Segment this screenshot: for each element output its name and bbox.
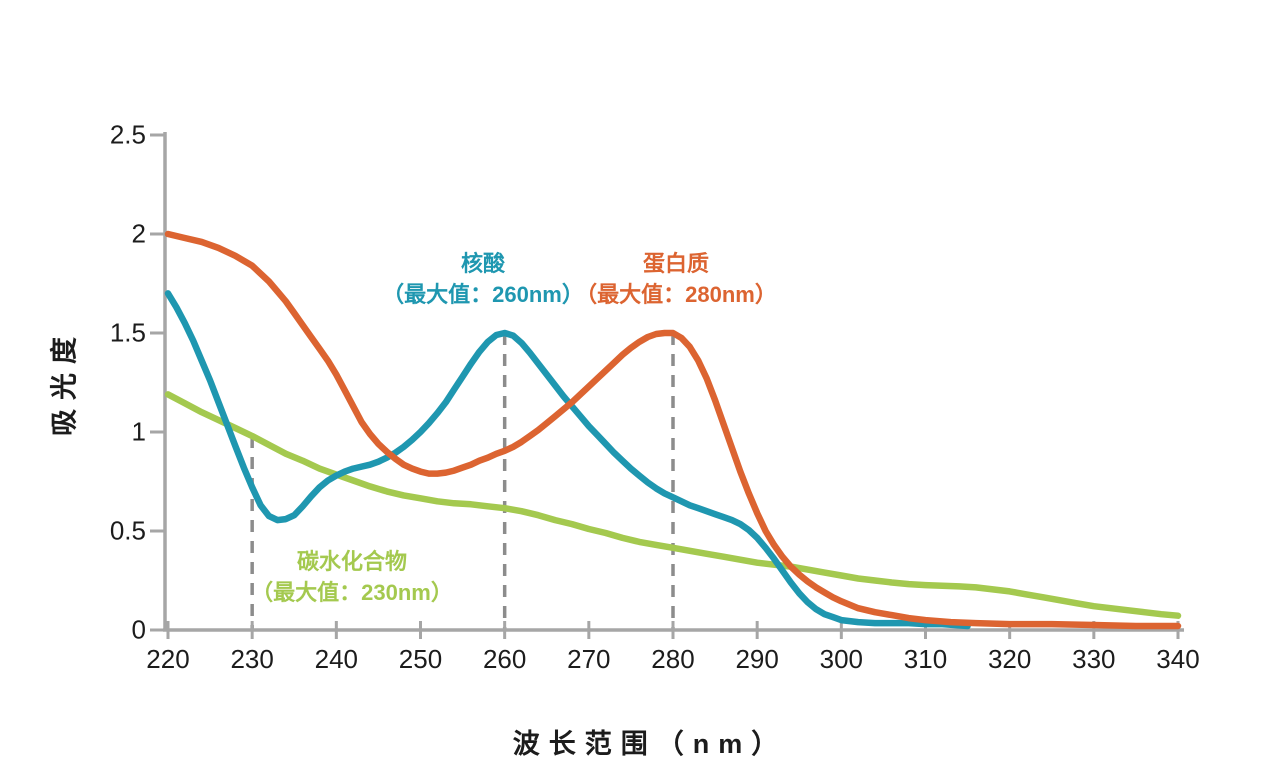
x-tick-label-240: 240 (314, 644, 359, 674)
annotation-nucleic-acid: 核酸 （最大值：260nm） (382, 248, 584, 310)
annotation-series-name: 碳水化合物 (296, 549, 407, 574)
x-tick-label-230: 230 (230, 644, 274, 674)
x-tick-label-320: 320 (987, 644, 1032, 674)
x-tick-label-280: 280 (651, 644, 695, 674)
annotation-protein: 蛋白质 （最大值：280nm） (575, 248, 777, 310)
x-tick-label-220: 220 (146, 644, 190, 674)
x-tick-label-250: 250 (398, 644, 443, 674)
x-tick-label-260: 260 (482, 644, 527, 674)
y-tick-label-1: 1 (131, 416, 146, 447)
x-tick-label-270: 270 (567, 644, 611, 674)
annotation-max-value-label: （最大值：230nm） (251, 580, 453, 605)
x-axis-title: 波长范围（nm） (512, 729, 788, 759)
annotation-series-name: 核酸 (460, 251, 505, 276)
series-curve-核酸 (164, 290, 971, 630)
x-tick-label-340: 340 (1156, 644, 1200, 674)
y-tick-label-0.5: 0.5 (109, 515, 146, 546)
y-axis-title: 吸光度 (49, 328, 80, 436)
y-tick-label-0: 0 (131, 614, 146, 645)
annotation-carbohydrate: 碳水化合物 （最大值：230nm） (251, 546, 453, 608)
series-curve-蛋白质 (164, 230, 1182, 630)
x-tick-label-310: 310 (903, 644, 948, 674)
y-tick-label-2: 2 (131, 218, 146, 249)
x-tick-label-300: 300 (819, 644, 864, 674)
x-tick-label-290: 290 (735, 644, 779, 674)
annotation-max-value-label: （最大值：280nm） (575, 282, 777, 307)
x-tick-label-330: 330 (1072, 644, 1116, 674)
annotation-series-name: 蛋白质 (642, 251, 709, 276)
annotation-max-value-label: （最大值：260nm） (382, 282, 584, 307)
y-tick-label-2.5: 2.5 (109, 119, 146, 150)
y-tick-label-1.5: 1.5 (109, 317, 146, 348)
